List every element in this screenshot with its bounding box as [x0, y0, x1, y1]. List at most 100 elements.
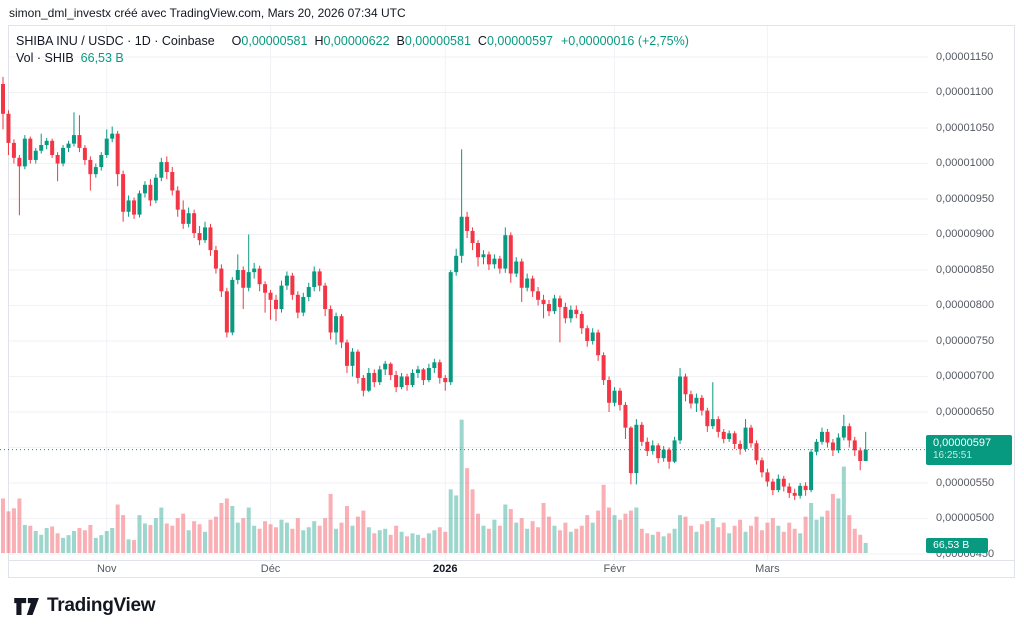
candle-body — [596, 332, 601, 356]
volume-bar — [809, 503, 814, 553]
candle-body — [426, 367, 431, 381]
volume-bar — [186, 530, 191, 553]
candle-body — [732, 433, 737, 444]
candle-body — [563, 306, 568, 319]
candle-body — [230, 279, 235, 333]
candle-body — [759, 460, 764, 473]
volume-bar — [71, 531, 76, 553]
volume-bar — [437, 527, 442, 553]
candle-body — [858, 450, 863, 461]
close-value: 0,00000597 — [486, 34, 553, 48]
volume-bar — [203, 531, 208, 553]
volume-bar — [115, 504, 120, 553]
candle-body — [22, 138, 27, 167]
volume-bar — [142, 523, 147, 553]
volume-bar — [590, 522, 595, 553]
candle-body — [454, 255, 459, 273]
bar-countdown: 16:25:51 — [933, 450, 972, 461]
volume-bar — [366, 527, 371, 553]
price-axis-label: 0,00000700 — [936, 370, 995, 382]
candle-body — [394, 375, 399, 388]
symbol-title[interactable]: SHIBA INU / USDC · 1D · Coinbase — [16, 34, 215, 48]
volume-bar — [44, 528, 49, 553]
open-value: 0,00000581 — [241, 34, 308, 48]
volume-bar — [574, 528, 579, 553]
candle-body — [705, 410, 710, 427]
tradingview-logo[interactable]: TradingView — [14, 594, 156, 618]
volume-bar — [672, 528, 677, 553]
volume-bar — [820, 516, 824, 553]
candle-body — [530, 278, 535, 292]
price-axis-label: 0,00000950 — [936, 192, 995, 205]
volume-bar — [743, 531, 748, 553]
volume-bar — [596, 510, 601, 553]
candle-body — [754, 443, 759, 461]
candle-body — [830, 442, 835, 451]
price-axis-label: 0,00001050 — [936, 121, 995, 134]
volume-bar — [852, 528, 857, 553]
volume-bar — [525, 528, 530, 553]
volume-bar — [192, 521, 197, 553]
candle-body — [765, 472, 770, 482]
price-axis-label: 0,00001000 — [936, 157, 995, 169]
volume-label: Vol · SHIB — [16, 51, 74, 65]
low-value: 0,00000581 — [404, 34, 471, 48]
volume-bar — [213, 516, 218, 553]
candle-body — [661, 449, 666, 459]
volume-bar — [465, 468, 470, 553]
volume-bar — [268, 524, 273, 553]
candle-body — [186, 213, 191, 224]
volume-bar — [246, 507, 251, 553]
candle-body — [6, 113, 11, 143]
volume-bar — [645, 533, 650, 553]
volume-bar — [170, 525, 175, 553]
volume-bar — [481, 525, 486, 553]
candle-body — [339, 316, 344, 343]
volume-bar — [388, 534, 393, 553]
candle-body — [39, 145, 44, 151]
volume-bar — [486, 528, 491, 553]
candle-body — [607, 380, 612, 403]
candle-body — [224, 291, 229, 333]
candle-body — [88, 159, 93, 175]
volume-bar — [557, 530, 562, 553]
volume-bar — [104, 531, 109, 553]
volume-bar — [328, 493, 333, 553]
candle-body — [574, 309, 579, 315]
volume-bar — [749, 525, 754, 553]
candle-body — [263, 284, 268, 293]
candle-body — [579, 314, 584, 329]
candle-body — [650, 445, 655, 452]
candle-body — [552, 298, 557, 312]
candles-layer — [1, 76, 868, 501]
volume-bar — [770, 518, 775, 553]
candle-body — [448, 272, 453, 383]
open-label: O — [231, 34, 242, 48]
candle-body — [508, 235, 513, 274]
volume-bar — [344, 506, 349, 553]
volume-bar — [383, 528, 388, 553]
candle-body — [383, 363, 388, 370]
current-price-badge: 0,00000597 16:25:51 — [926, 435, 1012, 465]
volume-bar — [323, 518, 328, 553]
volume-bar — [705, 521, 710, 553]
candle-body — [492, 258, 497, 265]
volume-bar — [727, 533, 732, 553]
chart-legend[interactable]: SHIBA INU / USDC · 1D · Coinbase O0,00000… — [16, 33, 689, 67]
candle-body — [372, 372, 377, 383]
tradingview-logo-text: TradingView — [47, 595, 156, 616]
candle-body — [776, 478, 781, 491]
candle-body — [710, 419, 715, 427]
volume-bar — [17, 498, 22, 553]
volume-bar — [683, 516, 688, 553]
candle-body — [388, 363, 393, 376]
volume-bar — [661, 536, 666, 553]
volume-bar — [688, 525, 693, 553]
volume-bar — [497, 525, 502, 553]
volume-bar — [836, 498, 841, 553]
volume-bar — [699, 524, 704, 553]
volume-bar — [738, 519, 743, 553]
volume-bar — [66, 535, 71, 553]
candle-body — [17, 157, 22, 167]
